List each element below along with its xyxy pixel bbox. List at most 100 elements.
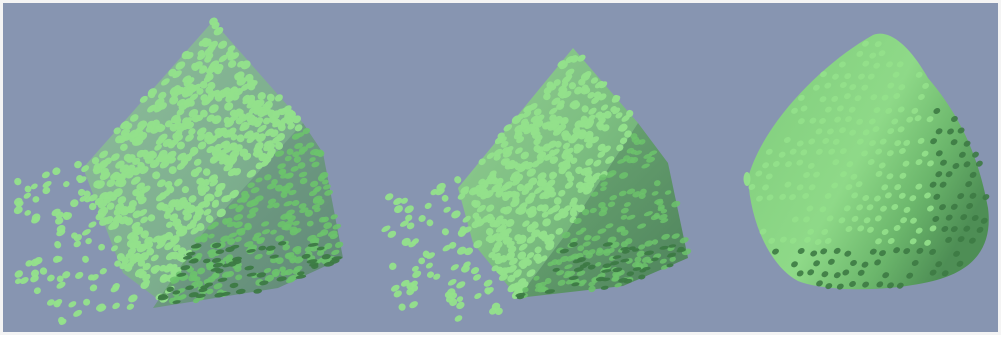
point-dot xyxy=(464,247,474,256)
point-dot xyxy=(194,166,203,174)
point-dot xyxy=(324,189,333,196)
point-dot xyxy=(634,256,642,263)
point-dot xyxy=(197,141,207,150)
point-dot xyxy=(146,247,155,256)
point-dot xyxy=(518,259,527,268)
point-dot xyxy=(164,120,173,128)
point-dot xyxy=(581,209,590,216)
point-dot xyxy=(319,172,329,179)
point-dot xyxy=(147,88,158,97)
point-dot xyxy=(533,253,542,262)
point-dot xyxy=(950,203,958,210)
point-dot xyxy=(266,143,276,151)
point-dot xyxy=(156,124,166,133)
point-dot xyxy=(909,238,917,245)
point-dot xyxy=(276,276,287,282)
point-dot xyxy=(457,193,466,200)
point-dot xyxy=(83,298,91,306)
point-dot xyxy=(520,160,529,168)
point-dot xyxy=(172,290,181,295)
point-dot xyxy=(200,109,208,118)
point-dot xyxy=(283,200,293,207)
point-dot xyxy=(246,248,256,253)
point-dot xyxy=(982,194,990,201)
point-dot xyxy=(41,171,50,179)
point-dot xyxy=(314,207,321,213)
point-dot xyxy=(935,128,943,135)
point-dot xyxy=(511,171,520,179)
point-dot xyxy=(494,136,504,145)
point-dot xyxy=(582,241,591,247)
point-dot xyxy=(516,183,525,192)
point-dot xyxy=(271,268,281,276)
point-dot xyxy=(182,255,193,260)
point-dot xyxy=(236,109,244,117)
point-dot xyxy=(191,114,201,123)
point-dot xyxy=(958,151,966,158)
point-dot xyxy=(563,205,572,213)
point-dot xyxy=(259,280,269,286)
point-dot xyxy=(261,221,270,227)
point-dot xyxy=(796,184,804,191)
point-dot xyxy=(450,264,459,271)
point-dot xyxy=(950,115,958,123)
point-dot xyxy=(800,149,808,156)
point-dot xyxy=(257,124,267,133)
point-dot xyxy=(582,249,590,256)
point-dot xyxy=(638,274,646,280)
point-dot xyxy=(591,235,601,242)
point-dot xyxy=(211,257,222,263)
point-dot xyxy=(588,285,596,293)
point-dot xyxy=(876,281,884,288)
point-dot xyxy=(664,190,672,195)
point-dot xyxy=(607,236,617,243)
point-dot xyxy=(206,288,214,295)
point-dot xyxy=(587,264,596,270)
point-dot xyxy=(500,206,508,214)
point-dot xyxy=(109,193,118,202)
point-dot xyxy=(641,163,650,169)
point-dot xyxy=(561,231,571,239)
point-dot xyxy=(142,262,151,271)
point-dot xyxy=(240,121,250,131)
point-dot xyxy=(46,299,55,306)
point-dot xyxy=(840,171,847,178)
point-dot xyxy=(294,124,303,132)
point-dot xyxy=(461,264,470,273)
point-dot xyxy=(577,280,586,287)
point-dot xyxy=(587,91,595,99)
point-dot xyxy=(886,150,894,157)
point-dot xyxy=(952,162,960,170)
point-dot xyxy=(569,242,578,247)
point-dot xyxy=(898,147,906,155)
point-dot xyxy=(510,199,520,208)
point-dot xyxy=(390,284,400,292)
point-dot xyxy=(282,244,290,251)
point-dot xyxy=(140,230,149,238)
point-dot xyxy=(385,193,394,201)
point-dot xyxy=(301,253,311,259)
point-dot xyxy=(202,258,211,264)
point-dot xyxy=(806,205,814,212)
point-dot xyxy=(915,227,923,234)
point-dot xyxy=(580,227,587,233)
point-dot xyxy=(574,120,584,129)
point-dot xyxy=(495,235,503,242)
point-dot xyxy=(826,128,834,135)
point-dot xyxy=(897,126,905,133)
point-dot xyxy=(311,161,320,168)
point-dot xyxy=(222,218,229,225)
point-dot xyxy=(598,174,607,181)
point-dot xyxy=(743,172,751,186)
point-dot xyxy=(472,212,480,219)
point-dot xyxy=(202,200,211,208)
point-dot xyxy=(632,261,640,268)
point-dot xyxy=(896,61,904,68)
point-dot xyxy=(150,254,159,262)
point-dot xyxy=(762,162,770,169)
point-dot xyxy=(569,100,579,109)
point-dot xyxy=(89,284,98,292)
point-dot xyxy=(120,143,128,151)
point-dot xyxy=(638,244,646,250)
point-dot xyxy=(601,124,610,132)
